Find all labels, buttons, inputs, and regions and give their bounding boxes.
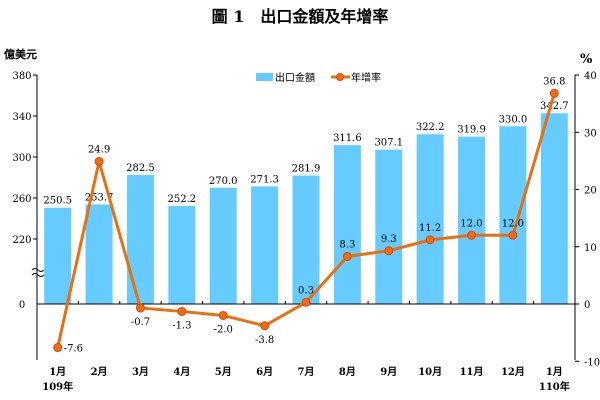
bar-value-label: 307.1 — [374, 138, 403, 149]
bar — [85, 204, 113, 304]
category-label: 3月 — [132, 366, 149, 378]
category-label: 11月 — [460, 366, 484, 378]
left-tick-label: 380 — [12, 71, 31, 82]
growth-marker — [135, 303, 145, 313]
bar — [375, 149, 403, 304]
growth-marker — [467, 230, 477, 240]
growth-value-label: 12.0 — [460, 218, 482, 229]
bar-value-label: 271.3 — [250, 174, 279, 185]
growth-value-label: -7.6 — [64, 344, 83, 355]
category-label: 10月 — [418, 366, 442, 378]
growth-marker — [53, 343, 63, 353]
category-label: 9月 — [380, 366, 397, 378]
growth-marker — [342, 251, 352, 261]
left-tick-label: 220 — [12, 235, 31, 246]
bar-value-label: 342.7 — [540, 101, 569, 112]
bar — [209, 187, 237, 304]
left-tick-label: 340 — [12, 112, 31, 123]
right-tick-label: 10 — [584, 243, 597, 254]
growth-value-label: 0.3 — [298, 285, 314, 296]
year-label: 110年 — [539, 380, 570, 393]
growth-value-label: -3.8 — [255, 335, 274, 346]
bar — [416, 134, 444, 304]
growth-value-label: -0.7 — [131, 317, 150, 328]
bar-value-label: 282.5 — [126, 163, 155, 174]
bar-value-label: 281.9 — [292, 164, 321, 175]
bar-value-label: 330.0 — [499, 114, 528, 125]
growth-value-label: 12.0 — [502, 218, 524, 229]
bar-value-label: 319.9 — [457, 125, 486, 136]
growth-value-label: 36.8 — [543, 76, 565, 87]
growth-marker — [549, 88, 559, 98]
growth-value-label: -2.0 — [214, 324, 233, 335]
category-label: 5月 — [215, 366, 232, 378]
category-label: 7月 — [298, 366, 315, 378]
category-label: 12月 — [501, 366, 525, 378]
growth-value-label: 8.3 — [339, 239, 355, 250]
category-label: 2月 — [91, 366, 108, 378]
left-tick-label: 260 — [12, 194, 31, 205]
bar-value-label: 322.2 — [416, 122, 445, 133]
growth-marker — [94, 156, 104, 166]
category-label: 8月 — [339, 366, 356, 378]
growth-marker — [425, 235, 435, 245]
growth-value-label: 24.9 — [88, 144, 110, 155]
chart-title: 圖 1 出口金額及年增率 — [212, 7, 389, 26]
bar — [126, 174, 154, 304]
legend-line-marker — [336, 73, 344, 81]
bar-value-label: 311.6 — [333, 133, 362, 144]
bar-value-label: 252.2 — [168, 194, 197, 205]
bar — [44, 207, 72, 304]
legend-bar-swatch — [256, 73, 273, 81]
year-label: 109年 — [42, 380, 73, 393]
category-label: 4月 — [173, 366, 190, 378]
bar-value-label: 253.7 — [85, 192, 114, 203]
right-tick-label: 20 — [584, 186, 597, 197]
bar — [458, 136, 486, 304]
bar — [292, 175, 320, 304]
legend-bar-label: 出口金額 — [275, 71, 315, 84]
growth-marker — [177, 306, 187, 316]
left-axis-unit: 億美元 — [4, 47, 37, 61]
growth-value-label: 9.3 — [381, 234, 397, 245]
bar-value-label: 270.0 — [209, 176, 238, 187]
growth-marker — [301, 297, 311, 307]
growth-value-label: 11.2 — [419, 223, 441, 234]
legend: 出口金額 年增率 — [256, 71, 381, 84]
bar-value-label: 250.5 — [43, 196, 72, 207]
bar — [168, 205, 196, 304]
growth-marker — [508, 230, 518, 240]
right-tick-label: 0 — [584, 300, 590, 311]
right-axis-unit: % — [580, 52, 593, 67]
legend-line-label: 年增率 — [351, 71, 381, 84]
bar — [333, 145, 361, 304]
axis-break-icon — [31, 268, 45, 277]
right-tick-label: 30 — [584, 128, 597, 139]
right-tick-label: -10 — [584, 357, 600, 368]
bar — [499, 126, 527, 304]
growth-marker — [218, 310, 228, 320]
growth-value-label: -1.3 — [172, 320, 191, 331]
growth-marker — [384, 246, 394, 256]
left-tick-label: 300 — [12, 153, 31, 164]
growth-marker — [260, 321, 270, 331]
right-tick-label: 40 — [584, 71, 597, 82]
category-label: 1月 — [546, 366, 563, 378]
left-tick-label: 0 — [19, 300, 25, 311]
category-label: 6月 — [256, 366, 273, 378]
bar — [251, 186, 279, 304]
bar — [540, 113, 568, 304]
category-label: 1月 — [49, 366, 66, 378]
